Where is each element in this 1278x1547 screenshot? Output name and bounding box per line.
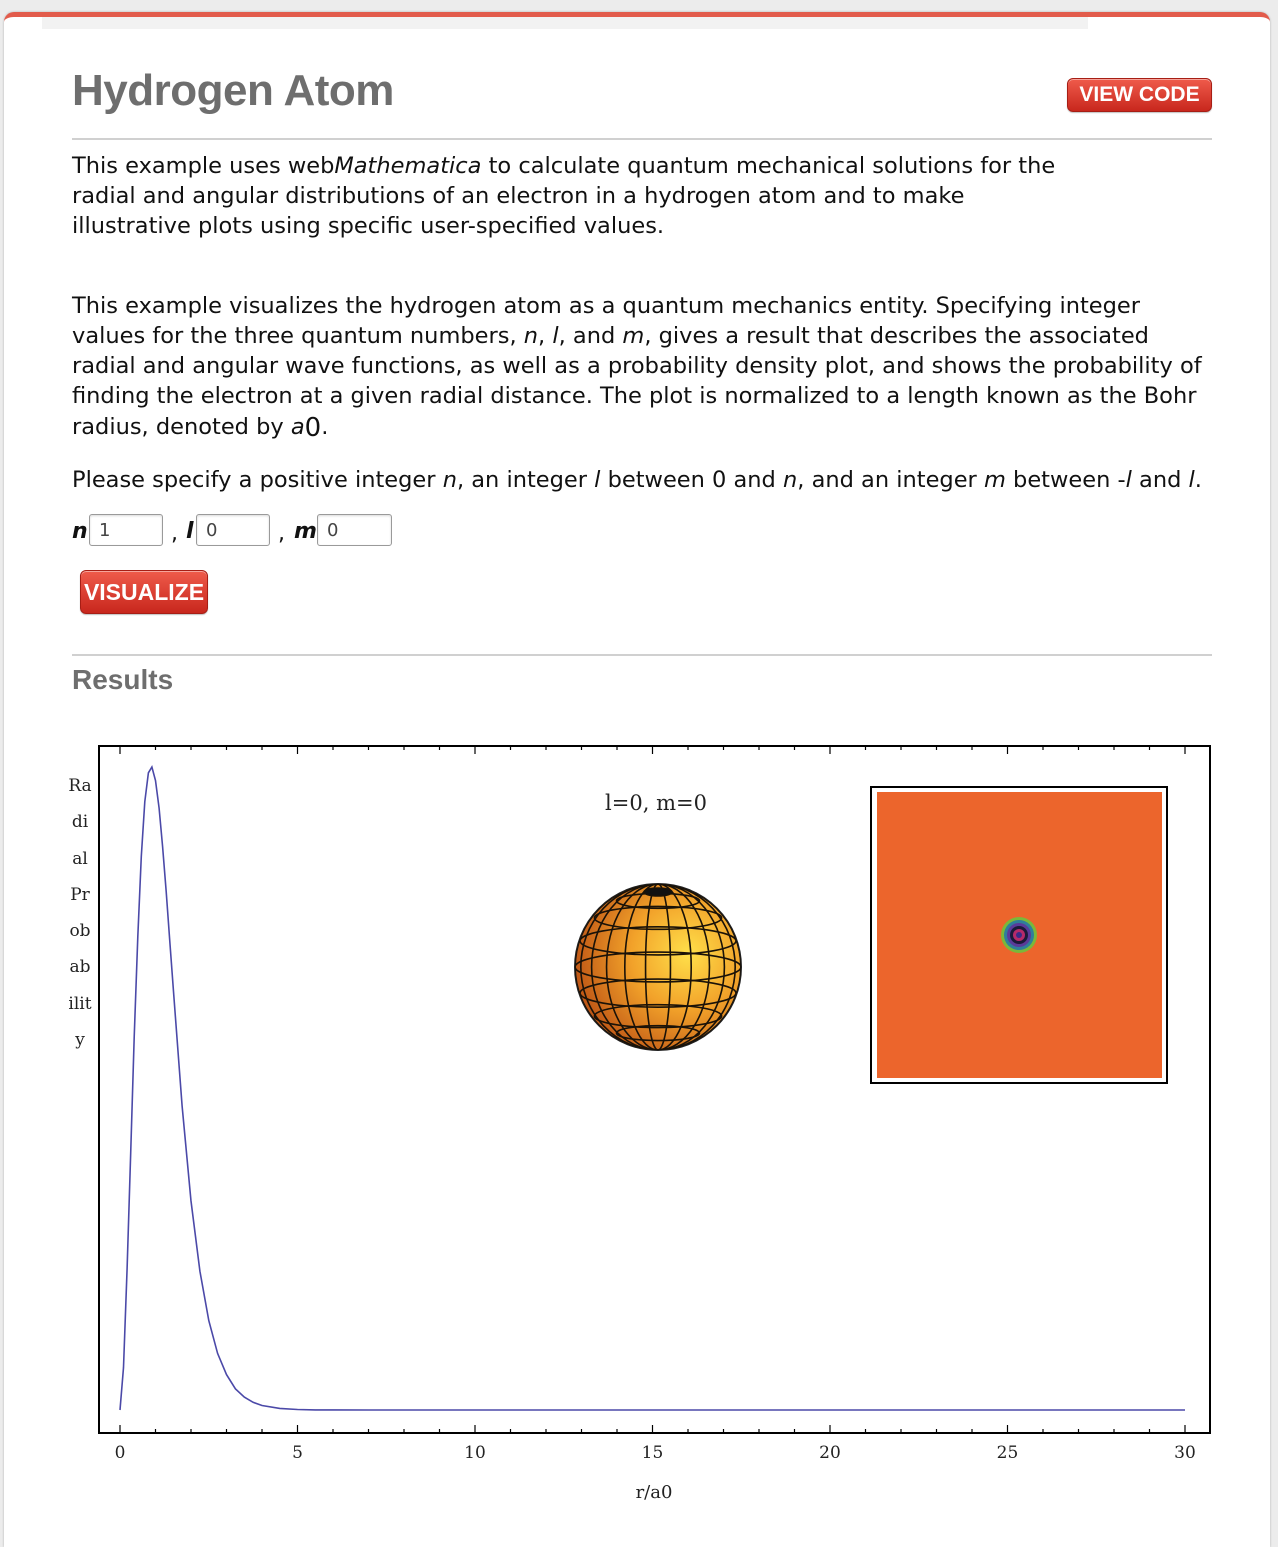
comma-separator: , — [278, 521, 285, 546]
x-axis-ticks — [119, 746, 1186, 1433]
page-title: Hydrogen Atom — [72, 66, 394, 115]
l-input[interactable] — [196, 514, 270, 546]
sphere-longitude-line — [644, 884, 672, 1050]
l-label: l — [186, 519, 194, 544]
x-axis-label: r/a0 — [636, 1482, 673, 1503]
comma-separator: , — [171, 521, 178, 546]
n-input[interactable] — [89, 514, 163, 546]
y-axis-label: Radial Probability — [68, 776, 94, 1051]
x-tick-label: 0 — [115, 1443, 126, 1463]
sphere-latitude-line — [593, 1003, 723, 1029]
sphere-pole — [643, 887, 673, 897]
chart-title: l=0, m=0 — [605, 791, 707, 815]
x-tick-label: 10 — [464, 1443, 486, 1463]
intro-paragraph: This example uses webMathematica to calc… — [72, 153, 1056, 239]
sphere-longitude-line — [590, 884, 726, 1050]
visualize-button[interactable]: VISUALIZE — [80, 570, 208, 614]
x-axis-tick-labels: 0 5 10 15 20 25 30 — [115, 1443, 1196, 1463]
results-heading: Results — [72, 664, 174, 695]
m-input[interactable] — [317, 514, 392, 546]
x-tick-label: 30 — [1174, 1443, 1196, 1463]
view-code-button[interactable]: VIEW CODE — [1067, 78, 1212, 112]
n-label: n — [72, 519, 88, 544]
sphere-latitude-line — [615, 1024, 701, 1042]
top-strip — [42, 17, 1088, 29]
probability-density-plot — [870, 786, 1168, 1084]
results-divider — [72, 654, 1212, 656]
x-tick-label: 20 — [819, 1443, 841, 1463]
m-label: m — [294, 519, 317, 544]
instruction-paragraph: Please specify a positive integer n, an … — [72, 467, 1202, 493]
x-tick-label: 5 — [292, 1443, 303, 1463]
angular-sphere-plot — [574, 883, 742, 1051]
sphere-latitude-line — [593, 905, 723, 931]
x-tick-label: 25 — [997, 1443, 1019, 1463]
density-core — [1016, 932, 1022, 938]
sphere-longitude-line — [605, 884, 711, 1050]
sphere-latitude-line — [575, 951, 741, 983]
x-tick-label: 15 — [642, 1443, 664, 1463]
radial-probability-line — [119, 764, 1185, 1411]
sphere-longitude-line — [623, 884, 692, 1050]
title-divider — [72, 138, 1212, 140]
description-paragraph: This example visualizes the hydrogen ato… — [72, 293, 1202, 443]
sphere-longitude-line — [580, 884, 736, 1050]
